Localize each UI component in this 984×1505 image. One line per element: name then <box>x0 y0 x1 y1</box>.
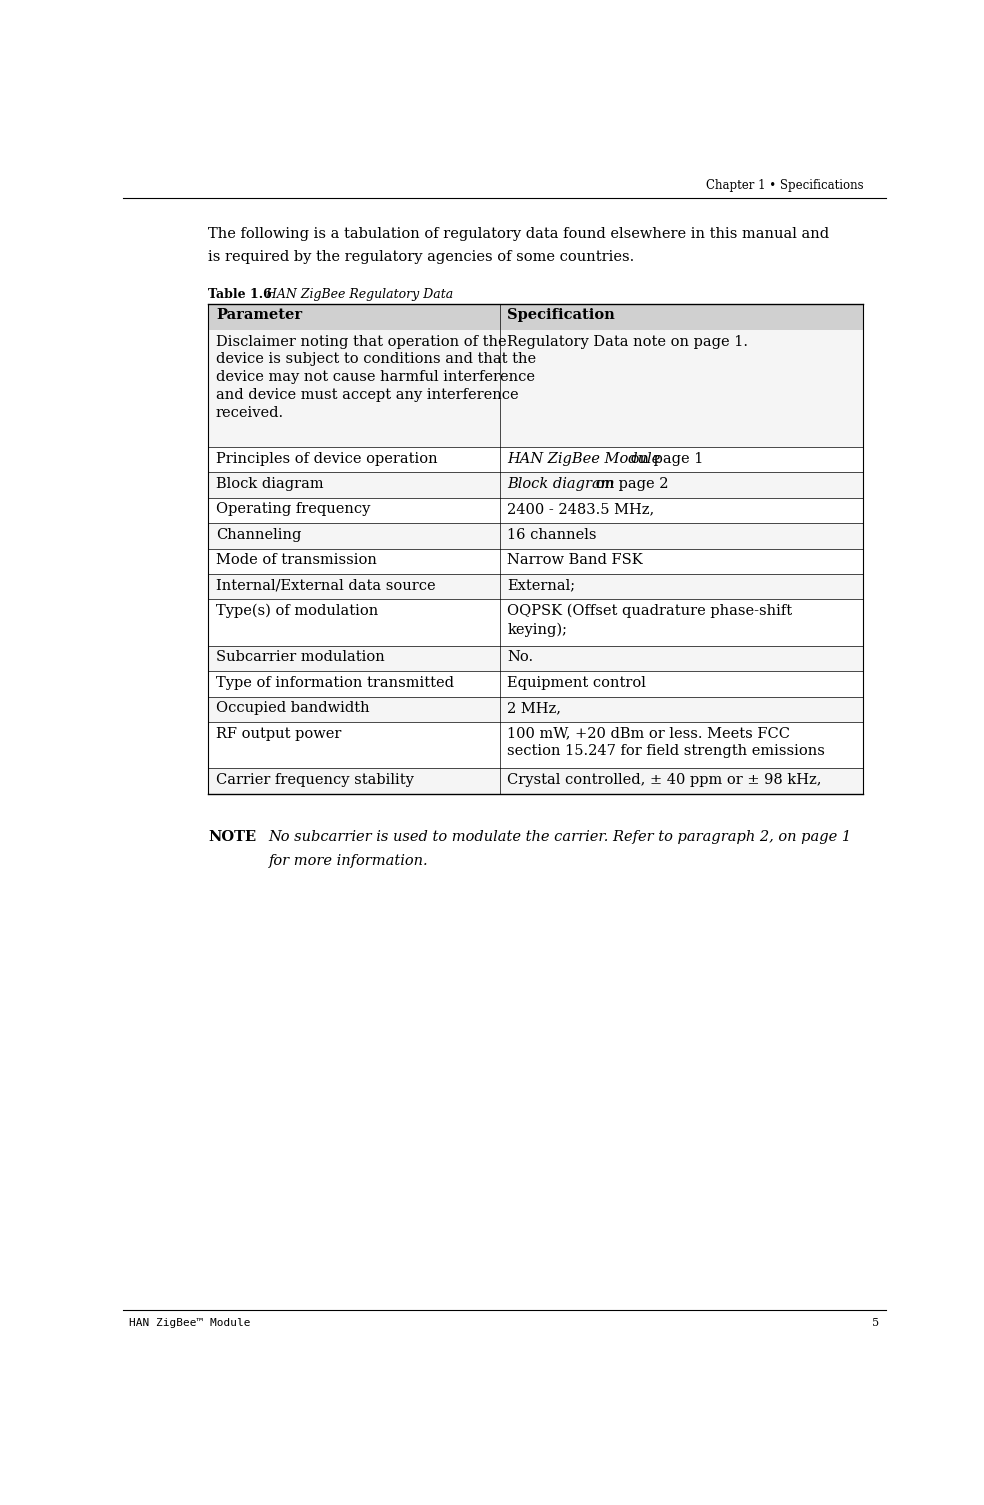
Bar <box>209 498 863 524</box>
Text: Block diagram: Block diagram <box>508 477 615 491</box>
Bar <box>209 768 863 793</box>
Text: Channeling: Channeling <box>216 528 301 542</box>
Text: Disclaimer noting that operation of the
device is subject to conditions and that: Disclaimer noting that operation of the … <box>216 334 536 420</box>
Text: 16 channels: 16 channels <box>508 528 597 542</box>
Text: Narrow Band FSK: Narrow Band FSK <box>508 554 644 567</box>
Text: Crystal controlled, ± 40 ppm or ± 98 kHz,: Crystal controlled, ± 40 ppm or ± 98 kHz… <box>508 772 822 787</box>
Bar <box>209 524 863 549</box>
Bar <box>209 671 863 697</box>
Text: The following is a tabulation of regulatory data found elsewhere in this manual : The following is a tabulation of regulat… <box>209 227 830 241</box>
Text: Principles of device operation: Principles of device operation <box>216 452 438 465</box>
Text: on page 2: on page 2 <box>590 477 668 491</box>
Text: Specification: Specification <box>508 309 615 322</box>
Bar <box>209 573 863 599</box>
Text: Parameter: Parameter <box>216 309 302 322</box>
Text: 2400 - 2483.5 MHz,: 2400 - 2483.5 MHz, <box>508 503 654 516</box>
Text: Type of information transmitted: Type of information transmitted <box>216 676 454 689</box>
Bar <box>209 722 863 768</box>
Bar <box>209 646 863 671</box>
Text: External;: External; <box>508 579 576 593</box>
Text: Internal/External data source: Internal/External data source <box>216 579 436 593</box>
Text: Table 1.6: Table 1.6 <box>209 289 272 301</box>
Text: for more information.: for more information. <box>269 853 428 867</box>
Text: HAN ZigBee Module: HAN ZigBee Module <box>508 452 660 465</box>
Text: on page 1: on page 1 <box>626 452 704 465</box>
Text: is required by the regulatory agencies of some countries.: is required by the regulatory agencies o… <box>209 250 635 263</box>
Text: Subcarrier modulation: Subcarrier modulation <box>216 650 385 664</box>
Text: NOTE: NOTE <box>209 831 257 844</box>
Bar <box>209 473 863 498</box>
Bar <box>209 549 863 573</box>
Text: Equipment control: Equipment control <box>508 676 646 689</box>
Text: 2 MHz,: 2 MHz, <box>508 701 562 715</box>
Text: HAN ZigBee™ Module: HAN ZigBee™ Module <box>129 1318 251 1327</box>
Bar <box>209 697 863 722</box>
Text: Mode of transmission: Mode of transmission <box>216 554 377 567</box>
Text: Type(s) of modulation: Type(s) of modulation <box>216 604 378 619</box>
Text: Regulatory Data note on page 1.: Regulatory Data note on page 1. <box>508 334 749 349</box>
Text: Operating frequency: Operating frequency <box>216 503 370 516</box>
Bar <box>209 447 863 473</box>
Text: No subcarrier is used to modulate the carrier. Refer to paragraph 2, on page 1: No subcarrier is used to modulate the ca… <box>269 831 852 844</box>
Text: Block diagram: Block diagram <box>216 477 324 491</box>
Text: Occupied bandwidth: Occupied bandwidth <box>216 701 370 715</box>
Bar <box>209 599 863 646</box>
Text: HAN ZigBee Regulatory Data: HAN ZigBee Regulatory Data <box>258 289 453 301</box>
Text: Chapter 1 • Specifications: Chapter 1 • Specifications <box>706 179 863 193</box>
Bar <box>209 330 863 447</box>
Text: OQPSK (Offset quadrature phase-shift
keying);: OQPSK (Offset quadrature phase-shift key… <box>508 604 792 637</box>
Text: RF output power: RF output power <box>216 727 341 740</box>
Text: 100 mW, +20 dBm or less. Meets FCC
section 15.247 for field strength emissions: 100 mW, +20 dBm or less. Meets FCC secti… <box>508 727 826 759</box>
Text: 5: 5 <box>872 1318 880 1327</box>
Text: No.: No. <box>508 650 533 664</box>
Bar <box>209 304 863 330</box>
Text: Carrier frequency stability: Carrier frequency stability <box>216 772 414 787</box>
